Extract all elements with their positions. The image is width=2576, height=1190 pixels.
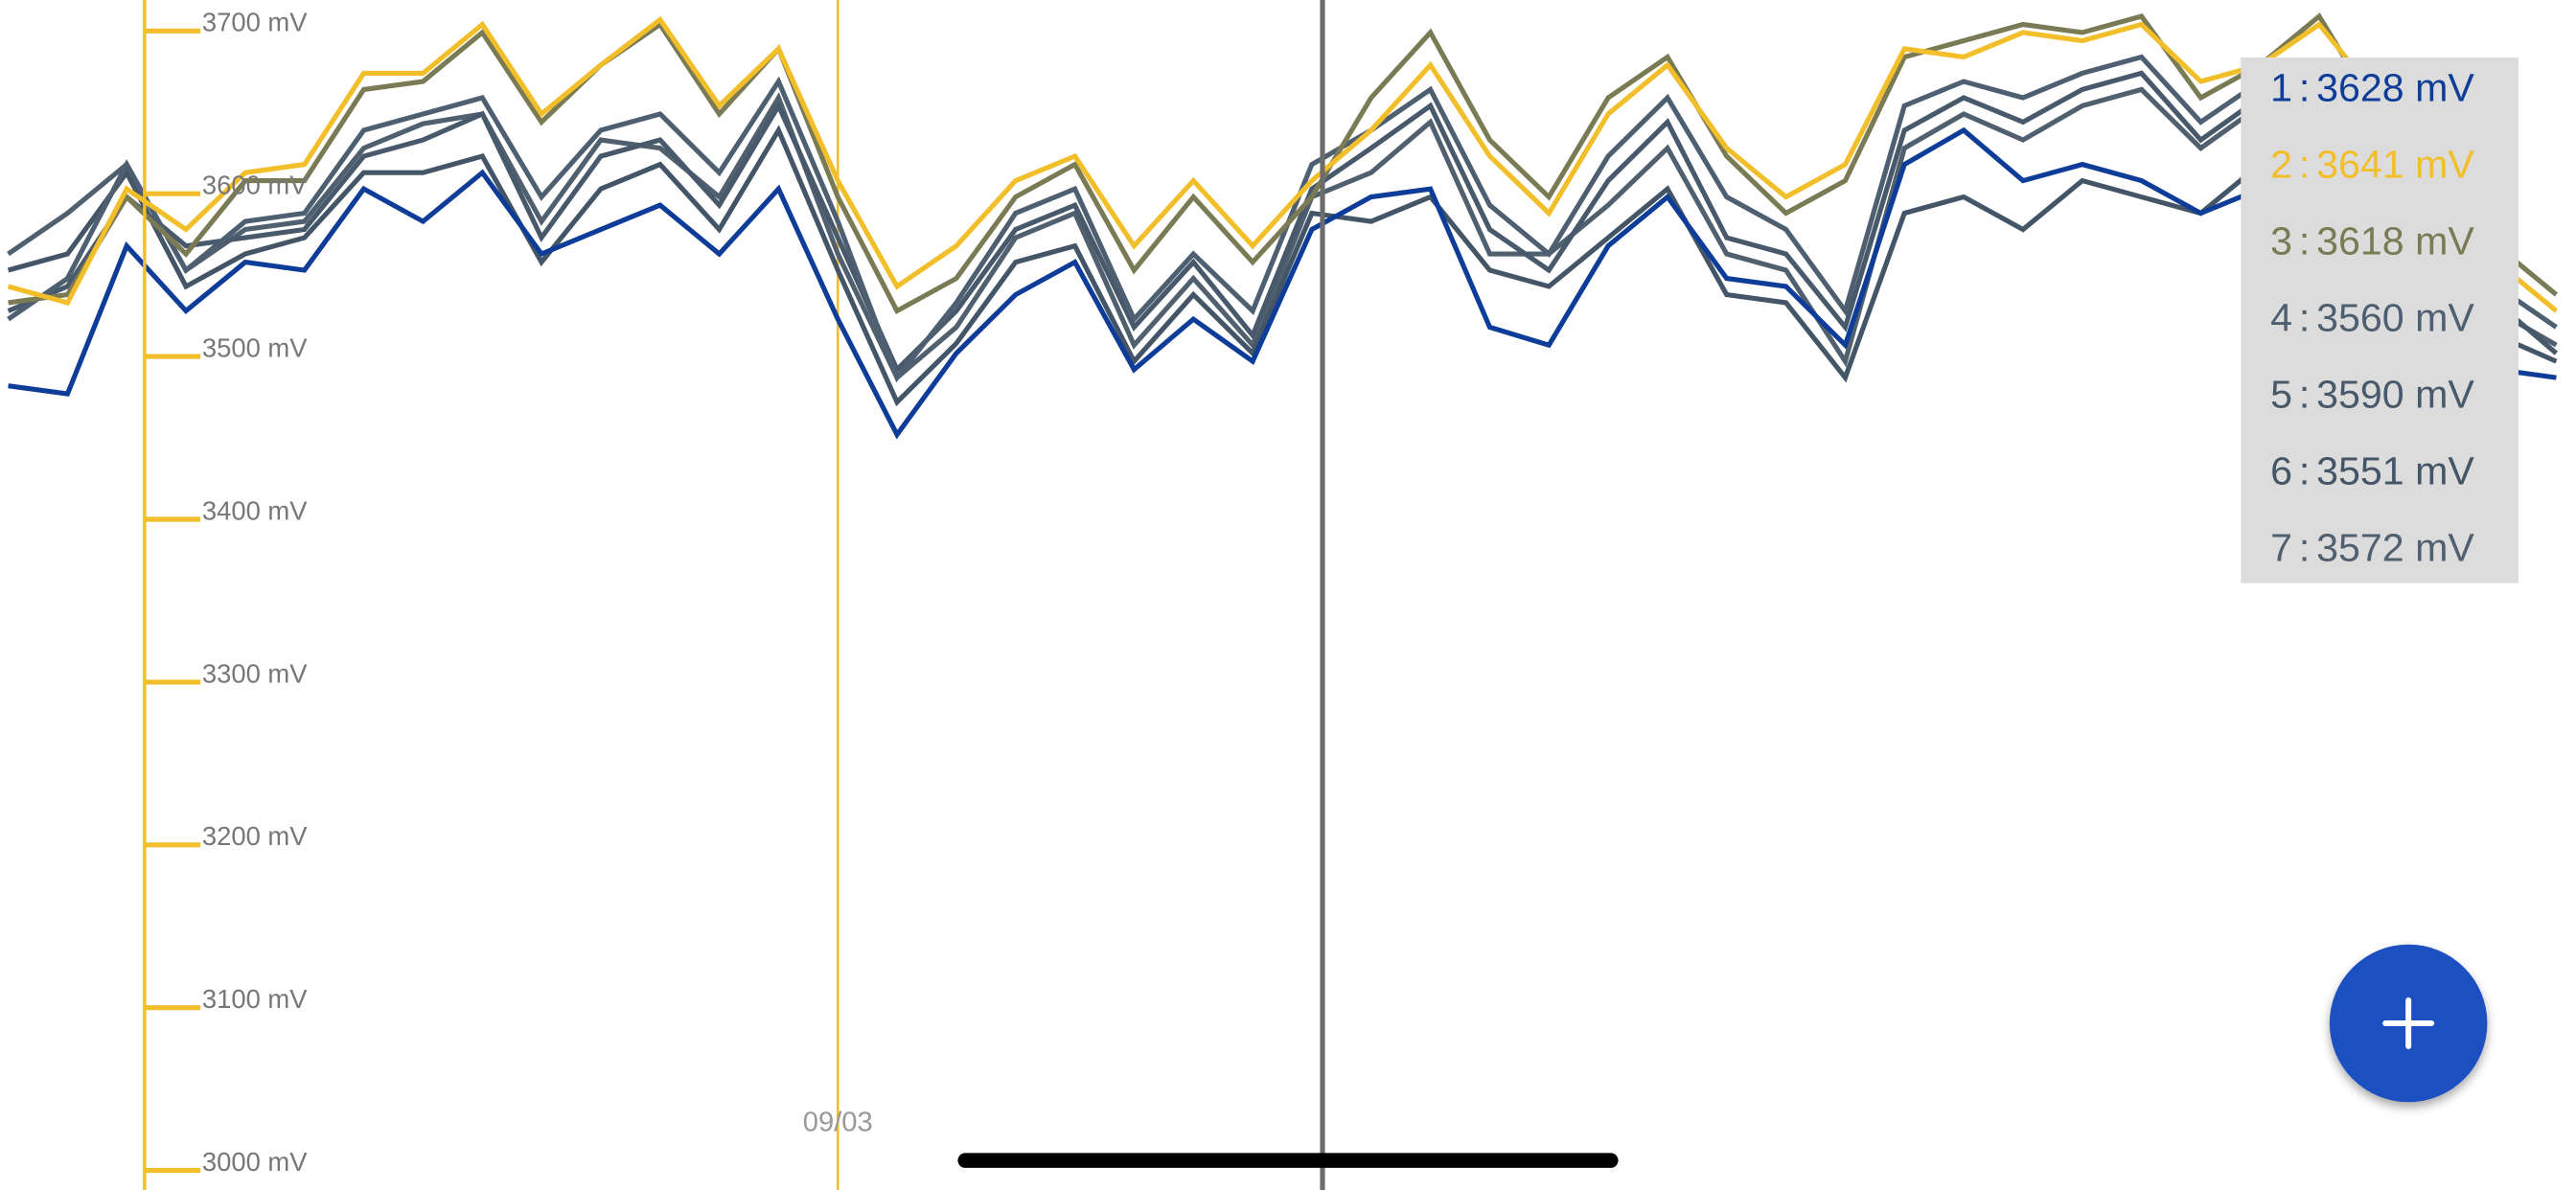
home-indicator xyxy=(957,1153,1619,1168)
series-line xyxy=(7,70,2559,375)
series-line xyxy=(7,54,2558,383)
y-tick-label: 3400 mV xyxy=(202,495,308,525)
y-tick-label: 3300 mV xyxy=(202,658,308,688)
add-button[interactable] xyxy=(2329,944,2488,1103)
series-line xyxy=(7,15,2559,313)
legend-name: 5 xyxy=(2270,372,2292,416)
series-line xyxy=(8,12,2559,315)
legend-separator: : xyxy=(2299,218,2310,263)
legend-entry: 3:3618 mV xyxy=(2270,218,2474,263)
legend-name: 7 xyxy=(2270,526,2292,570)
legend-value: 3560 mV xyxy=(2316,295,2474,339)
legend-value: 3572 mV xyxy=(2316,526,2474,570)
legend-separator: : xyxy=(2299,65,2310,109)
legend-separator: : xyxy=(2299,448,2310,492)
legend-separator: : xyxy=(2299,142,2310,186)
legend-separator: : xyxy=(2299,372,2310,416)
x-tick-label: 09/03 xyxy=(803,1107,873,1137)
y-tick-label: 3700 mV xyxy=(202,8,308,37)
legend-value: 3628 mV xyxy=(2316,65,2474,109)
legend-name: 6 xyxy=(2270,448,2292,492)
y-tick-label: 3200 mV xyxy=(202,821,308,851)
legend-name: 4 xyxy=(2270,295,2292,339)
legend-separator: : xyxy=(2299,295,2310,339)
legend-name: 3 xyxy=(2270,218,2292,263)
legend-box xyxy=(2241,57,2518,584)
legend-value: 3551 mV xyxy=(2316,448,2474,492)
legend-entry: 4:3560 mV xyxy=(2270,295,2474,339)
legend-value: 3641 mV xyxy=(2316,142,2474,186)
legend-entry: 5:3590 mV xyxy=(2270,372,2474,416)
series-line xyxy=(7,125,2558,407)
y-tick-label: 3500 mV xyxy=(202,332,308,362)
legend-name: 2 xyxy=(2270,142,2292,186)
legend-separator: : xyxy=(2299,526,2310,570)
y-tick-label: 3600 mV xyxy=(202,171,308,200)
legend-entry: 2:3641 mV xyxy=(2270,142,2474,186)
series-line xyxy=(8,126,2557,440)
add-icon[interactable] xyxy=(2382,997,2435,1049)
y-tick-label: 3100 mV xyxy=(202,984,308,1014)
legend-entry: 7:3572 mV xyxy=(2270,526,2474,570)
y-tick-label: 3000 mV xyxy=(202,1147,308,1177)
legend-value: 3618 mV xyxy=(2316,218,2474,263)
legend-name: 1 xyxy=(2270,65,2292,109)
legend-value: 3590 mV xyxy=(2316,372,2474,416)
legend-entry: 6:3551 mV xyxy=(2270,448,2474,492)
series-line xyxy=(7,86,2558,382)
legend-entry: 1:3628 mV xyxy=(2270,65,2474,109)
